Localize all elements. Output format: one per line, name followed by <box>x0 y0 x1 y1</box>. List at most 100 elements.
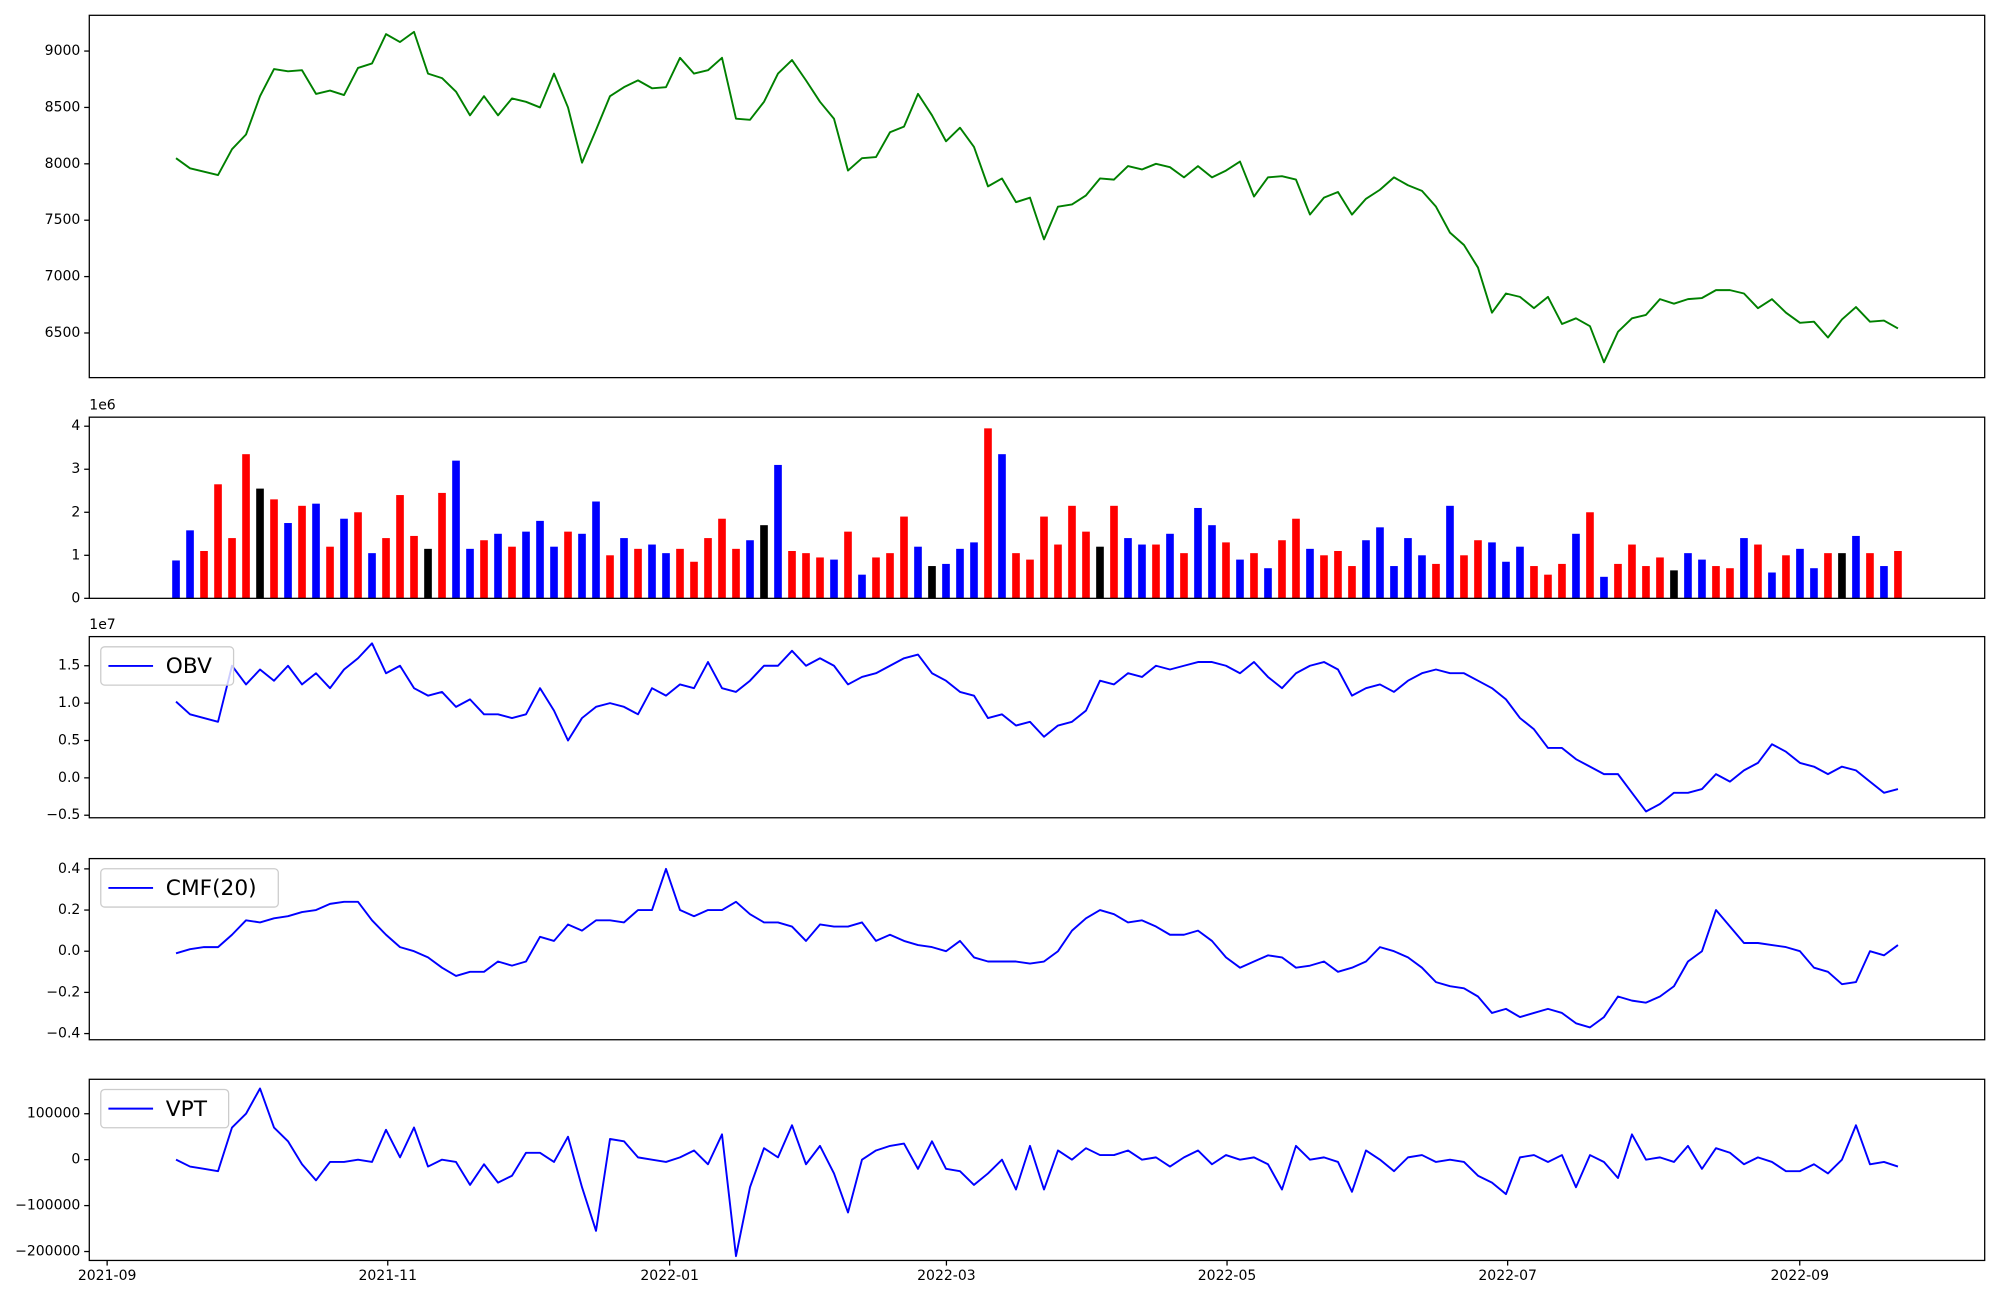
y-tick-label: −0.4 <box>46 1026 80 1042</box>
volume-bar <box>1754 544 1762 599</box>
volume-bar <box>970 542 978 599</box>
volume-bar <box>1866 553 1874 599</box>
volume-bar <box>606 555 614 599</box>
data-line <box>175 642 1899 813</box>
volume-bar <box>284 523 292 599</box>
volume-bar <box>1306 548 1314 599</box>
volume-bar <box>578 533 586 599</box>
volume-bar <box>1488 542 1496 599</box>
volume-bar <box>676 548 684 599</box>
legend: CMF(20) <box>100 868 279 908</box>
volume-bar <box>1600 576 1608 599</box>
plot-frame <box>88 416 1986 599</box>
volume-bar <box>1670 570 1678 599</box>
volume-bar <box>1236 559 1244 599</box>
volume-bar <box>242 454 250 599</box>
legend-box <box>100 646 235 686</box>
volume-bar <box>550 546 558 599</box>
volume-bar <box>1516 546 1524 599</box>
volume-bar <box>774 464 782 599</box>
volume-bar <box>1264 568 1272 599</box>
volume-bar <box>480 540 488 599</box>
volume-bar <box>900 516 908 599</box>
volume-bar <box>1250 553 1258 599</box>
volume-bar <box>256 488 264 599</box>
legend-box <box>100 1088 230 1129</box>
volume-bar <box>1768 572 1776 599</box>
volume-bar <box>1026 559 1034 599</box>
volume-bar <box>1782 555 1790 599</box>
volume-bar <box>270 499 278 599</box>
volume-bar <box>424 548 432 599</box>
volume-bar <box>1502 561 1510 599</box>
volume-bar <box>1390 566 1398 599</box>
volume-bar <box>1642 566 1650 599</box>
y-tick-label: 100000 <box>27 1106 81 1122</box>
volume-bar <box>1096 546 1104 599</box>
volume-bar <box>452 460 460 599</box>
volume-bar <box>662 553 670 599</box>
volume-bar <box>1138 544 1146 599</box>
y-tick-label: −0.5 <box>46 807 80 823</box>
x-tick-label: 2021-09 <box>78 1268 137 1284</box>
volume-bar <box>1572 533 1580 599</box>
volume-bar <box>1320 555 1328 599</box>
volume-bar <box>816 557 824 599</box>
volume-bar <box>984 428 992 599</box>
volume-bar <box>508 546 516 599</box>
volume-bar <box>1740 538 1748 599</box>
volume-bar <box>298 505 306 599</box>
y-tick-label: 2 <box>71 504 80 520</box>
volume-bar <box>872 557 880 599</box>
volume-bar <box>1544 574 1552 599</box>
volume-bar <box>326 546 334 599</box>
volume-bar <box>1068 505 1076 599</box>
x-tick-label: 2022-03 <box>917 1268 976 1284</box>
y-tick-label: −100000 <box>15 1198 80 1214</box>
volume-bar <box>522 531 530 599</box>
volume-bar <box>830 559 838 599</box>
legend-box <box>100 868 279 908</box>
plot-frame <box>88 1078 1986 1262</box>
volume-bar <box>1222 542 1230 599</box>
volume-bar <box>1530 566 1538 599</box>
y-tick-label: 1.0 <box>58 695 80 711</box>
y-tick-label: 1.5 <box>58 658 80 674</box>
volume-bar <box>1054 544 1062 599</box>
offset-text: 1e7 <box>89 617 115 633</box>
volume-bar <box>998 454 1006 599</box>
volume-bar <box>1880 566 1888 599</box>
y-tick-label: 0.0 <box>58 943 80 959</box>
volume-bar <box>844 531 852 599</box>
y-tick-label: −200000 <box>15 1244 80 1260</box>
volume-bar <box>1110 505 1118 599</box>
volume-bar <box>1012 553 1020 599</box>
volume-bar <box>1838 553 1846 599</box>
volume-bar <box>634 548 642 599</box>
volume-bar <box>956 548 964 599</box>
volume-bar <box>648 544 656 599</box>
volume-bar <box>1628 544 1636 599</box>
volume-bar <box>466 548 474 599</box>
data-line <box>175 1087 1899 1258</box>
volume-bar <box>1726 568 1734 599</box>
volume-bar <box>620 538 628 599</box>
volume-bar <box>1362 540 1370 599</box>
plot-frame <box>88 14 1986 379</box>
legend: OBV <box>100 646 235 686</box>
volume-bar <box>592 501 600 599</box>
volume-bar <box>494 533 502 599</box>
volume-bar <box>1040 516 1048 599</box>
volume-bar <box>396 495 404 599</box>
volume-bar <box>690 561 698 599</box>
volume-bar <box>858 574 866 599</box>
volume-bar <box>1796 548 1804 599</box>
x-tick-label: 2022-05 <box>1198 1268 1257 1284</box>
y-tick-label: 3 <box>71 461 80 477</box>
legend-label: VPT <box>166 1097 208 1122</box>
y-tick-label: 7000 <box>45 269 81 285</box>
y-tick-label: 0.4 <box>58 861 80 877</box>
volume-bar <box>340 518 348 599</box>
volume-bar <box>1278 540 1286 599</box>
